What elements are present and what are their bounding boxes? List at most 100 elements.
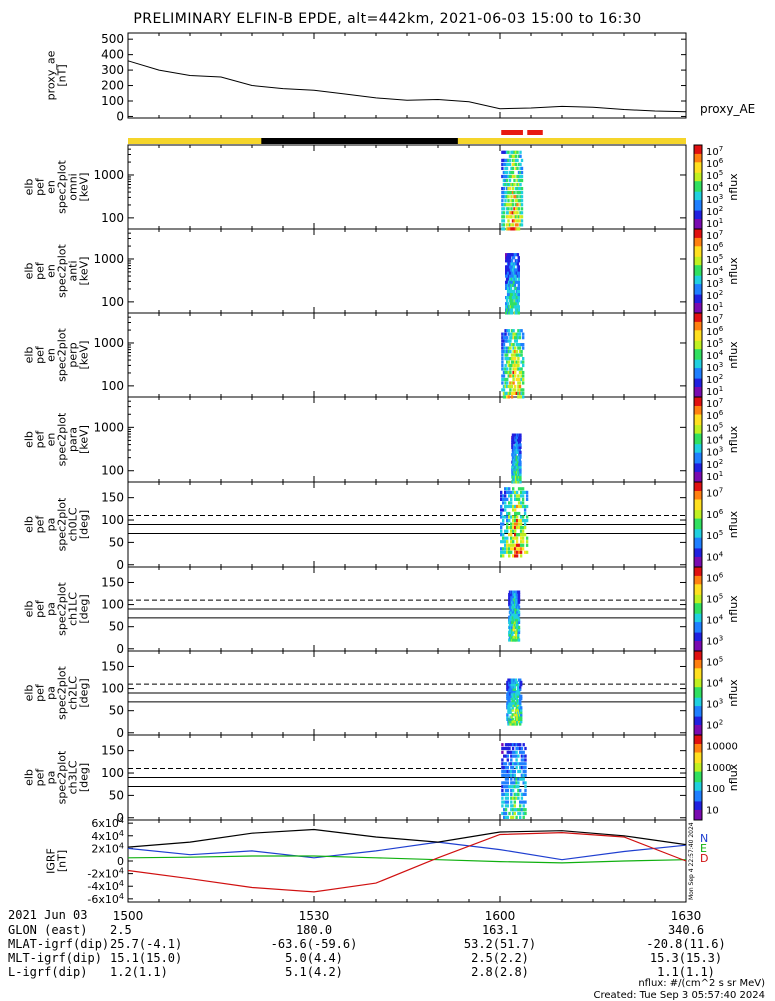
colorbar-segment xyxy=(694,720,702,723)
spectrogram-pixel xyxy=(510,796,513,800)
colorbar-segment xyxy=(694,813,702,817)
spectrogram-pixel xyxy=(517,391,520,395)
spectrogram-pixel xyxy=(502,207,506,211)
spectrogram-pixel xyxy=(507,374,510,378)
spectrogram-pixel xyxy=(521,515,525,519)
spectrogram-pixel xyxy=(514,613,517,617)
spectrogram-pixel xyxy=(507,692,510,696)
colorbar-segment xyxy=(694,283,702,287)
spectrogram-pixel xyxy=(510,308,514,312)
spectrogram-pixel xyxy=(505,170,509,175)
spectrogram-pixel xyxy=(510,547,513,551)
spectrogram-pixel xyxy=(504,357,507,361)
spectrogram-pixel xyxy=(516,215,519,219)
spectrogram-pixel xyxy=(501,203,504,207)
spectrogram-pixel xyxy=(505,223,509,227)
colorbar-segment xyxy=(694,775,702,778)
spectrogram-pixel xyxy=(520,158,524,162)
colorbar-segment xyxy=(694,289,702,293)
spectrogram-pixel xyxy=(512,374,515,378)
spectrogram-pixel xyxy=(508,515,511,519)
colorbar-segment xyxy=(694,718,702,721)
spectrogram-pixel xyxy=(500,529,503,533)
spectrogram-pixel xyxy=(510,360,514,364)
spectrogram-pixel xyxy=(500,540,503,544)
colorbar-segment xyxy=(694,151,702,154)
time-tick-label: 1530 xyxy=(299,909,330,923)
spectrogram-pixel xyxy=(508,511,511,516)
colorbar-segment xyxy=(694,407,702,411)
spectrogram-pixel xyxy=(520,223,524,227)
spectrogram-pixel xyxy=(511,815,515,819)
spectrogram-pixel xyxy=(522,374,525,378)
spectrogram-pixel xyxy=(506,800,509,804)
spectrogram-pixel xyxy=(508,533,511,537)
spectrogram-pixel xyxy=(506,743,509,747)
spectrogram-pixel xyxy=(519,465,522,469)
colorbar-segment xyxy=(694,575,702,578)
spectrogram-pixel xyxy=(509,367,512,371)
spectrogram-pixel xyxy=(508,501,511,505)
colorbar-segment xyxy=(694,790,702,793)
spectrogram-pixel xyxy=(502,522,505,526)
colorbar-tick-label: 104 xyxy=(706,677,724,690)
spectrogram-pixel xyxy=(520,178,524,183)
spectrogram-pixel xyxy=(513,207,516,211)
spectrogram-pixel xyxy=(510,789,513,793)
spectrogram-pixel xyxy=(520,717,523,721)
spectrogram-pixel xyxy=(518,336,522,340)
ytick-label: -4x104 xyxy=(87,879,124,893)
spectrogram-pixel xyxy=(504,540,507,544)
spectrogram-pixel xyxy=(509,605,512,609)
colorbar-segment xyxy=(694,298,702,301)
spectrogram-pixel xyxy=(508,811,511,816)
spectrogram-pixel xyxy=(505,253,508,257)
spectrogram-pixel xyxy=(513,683,516,687)
spectrogram-pixel xyxy=(510,536,513,540)
spectrogram-pixel xyxy=(520,377,523,382)
spectrogram-pixel xyxy=(517,595,521,599)
spectrogram-pixel xyxy=(512,353,515,357)
colorbar-segment xyxy=(694,788,702,791)
spectrogram-pixel xyxy=(510,384,514,389)
ylabel-omni: elb xyxy=(23,179,36,196)
spectrogram-pixel xyxy=(506,391,509,395)
spectrogram-pixel xyxy=(507,203,510,207)
spectrogram-pixel xyxy=(520,219,524,223)
colorbar-tick-label: 104 xyxy=(706,181,724,194)
spectrogram-pixel xyxy=(510,683,513,687)
spectrogram-pixel xyxy=(517,618,521,622)
spectrogram-pixel xyxy=(517,346,520,350)
colorbar-segment xyxy=(694,798,702,802)
ytick-label: 50 xyxy=(109,788,124,802)
spectrogram-pixel xyxy=(500,550,503,554)
spectrogram-pixel xyxy=(511,623,514,627)
colorbar-segment xyxy=(694,667,702,671)
spectrogram-pixel xyxy=(502,339,506,343)
colorbar-segment xyxy=(694,479,702,483)
ylabel-igrf: IGRF xyxy=(45,848,58,874)
spectrogram-pixel xyxy=(510,497,513,501)
colorbar-segment xyxy=(694,180,702,184)
spectrogram-pixel xyxy=(514,701,518,705)
spectrogram-pixel xyxy=(517,630,521,634)
spectrogram-pixel xyxy=(517,638,521,642)
spectrogram-pixel xyxy=(504,162,507,166)
spectrogram-pixel xyxy=(519,540,523,544)
spectrogram-pixel xyxy=(522,377,525,382)
spectrogram-pixel xyxy=(508,490,511,494)
colorbar-segment xyxy=(694,237,702,240)
colorbar-tick-label: 103 xyxy=(706,635,723,648)
colorbar-segment xyxy=(694,275,702,278)
spectrogram-pixel xyxy=(517,336,520,340)
spectrogram-pixel xyxy=(524,808,527,812)
spectrogram-pixel xyxy=(517,191,521,195)
spectrogram-pixel xyxy=(504,811,508,816)
spectrogram-pixel xyxy=(504,762,508,766)
spectrogram-pixel xyxy=(523,508,527,512)
spectrogram-pixel xyxy=(510,743,513,747)
colorbar-segment xyxy=(694,701,702,704)
spectrogram-pixel xyxy=(508,191,512,195)
colorbar-segment xyxy=(694,214,702,217)
spectrogram-pixel xyxy=(505,280,509,284)
